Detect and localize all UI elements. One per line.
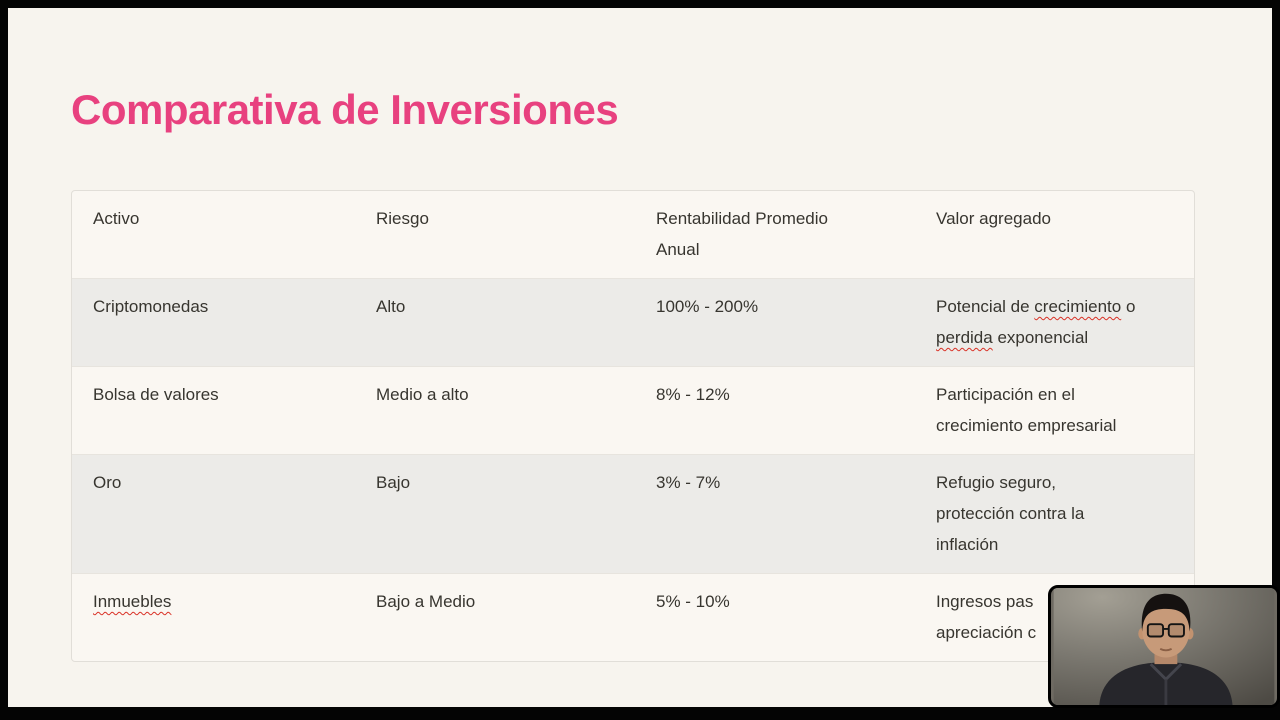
- cell-text: o: [1121, 297, 1136, 316]
- cell-text: Refugio seguro,: [936, 473, 1057, 492]
- table-cell: 100% - 200%: [635, 279, 915, 366]
- cell-text: Riesgo: [376, 209, 429, 228]
- cell-line: Criptomonedas: [93, 291, 339, 322]
- table-cell: Participación en el crecimiento empresari…: [915, 367, 1194, 454]
- table-cell: Alto: [355, 279, 635, 366]
- misspelled-word: crecimiento: [1034, 297, 1122, 316]
- cell-text: exponencial: [992, 328, 1089, 347]
- cell-text: protección contra la: [936, 504, 1085, 523]
- presentation-slide: Comparativa de Inversiones Activo Riesgo R…: [8, 8, 1272, 707]
- table-cell: Inmuebles: [72, 574, 355, 661]
- table-row: Criptomonedas Alto 100% - 200% Potencial de…: [72, 279, 1194, 367]
- cell-text: Participación en el: [936, 385, 1075, 404]
- cell-text: Medio a alto: [376, 385, 469, 404]
- cell-line: perdida exponencial: [936, 322, 1178, 353]
- table-cell: Bolsa de valores: [72, 367, 355, 454]
- cell-text: Bajo a Medio: [376, 592, 476, 611]
- header-cell: Riesgo: [355, 191, 635, 278]
- cell-text: Oro: [93, 473, 122, 492]
- cell-line: 5% - 10%: [656, 586, 899, 617]
- cell-text: Ingresos pas: [936, 592, 1034, 611]
- misspelled-word: perdida: [936, 328, 993, 347]
- cell-text: Rentabilidad Promedio: [656, 209, 828, 228]
- table-cell: 8% - 12%: [635, 367, 915, 454]
- table-cell: Potencial de crecimiento o perdida expone…: [915, 279, 1194, 366]
- cell-line: Alto: [376, 291, 619, 322]
- header-cell: Activo: [72, 191, 355, 278]
- table-cell: Oro: [72, 455, 355, 573]
- table-row: Oro Bajo 3% - 7% Refugio seguro, protección …: [72, 455, 1194, 574]
- cell-text: Criptomonedas: [93, 297, 209, 316]
- cell-text: crecimiento empresarial: [936, 416, 1117, 435]
- cell-text: 3% - 7%: [656, 473, 721, 492]
- cell-line: Valor agregado: [936, 203, 1178, 234]
- cell-line: Activo: [93, 203, 339, 234]
- cell-text: Potencial de: [936, 297, 1035, 316]
- table-cell: Bajo: [355, 455, 635, 573]
- table-cell: 3% - 7%: [635, 455, 915, 573]
- table-row: Bolsa de valores Medio a alto 8% - 12% Part…: [72, 367, 1194, 455]
- cell-line: Medio a alto: [376, 379, 619, 410]
- cell-text: Valor agregado: [936, 209, 1051, 228]
- cell-line: crecimiento empresarial: [936, 410, 1178, 441]
- slide-title: Comparativa de Inversiones: [71, 86, 619, 133]
- table-cell: Bajo a Medio: [355, 574, 635, 661]
- cell-line: Anual: [656, 234, 899, 265]
- header-cell: Rentabilidad Promedio Anual: [635, 191, 915, 278]
- table-row: Inmuebles Bajo a Medio 5% - 10% Ingresos pa…: [72, 574, 1194, 661]
- cell-line: apreciación c: [936, 617, 1178, 648]
- presenter-head: [1142, 602, 1190, 658]
- cell-line: Inmuebles: [93, 586, 339, 617]
- cell-text: 5% - 10%: [656, 592, 730, 611]
- cell-line: 8% - 12%: [656, 379, 899, 410]
- cell-line: Riesgo: [376, 203, 619, 234]
- webcam-overlay: [1048, 585, 1280, 708]
- table-cell: Refugio seguro, protección contra la infla…: [915, 455, 1194, 573]
- cell-line: protección contra la: [936, 498, 1178, 529]
- header-cell: Valor agregado: [915, 191, 1194, 278]
- cell-line: Bolsa de valores: [93, 379, 339, 410]
- glasses-right-lens: [1167, 623, 1185, 638]
- cell-line: Rentabilidad Promedio: [656, 203, 899, 234]
- cell-text: Alto: [376, 297, 406, 316]
- cell-line: Oro: [93, 467, 339, 498]
- cell-text: 8% - 12%: [656, 385, 730, 404]
- cell-line: Refugio seguro,: [936, 467, 1178, 498]
- cell-line: inflación: [936, 529, 1178, 560]
- comparison-table: Activo Riesgo Rentabilidad Promedio Anual Va…: [71, 190, 1195, 662]
- cell-line: 3% - 7%: [656, 467, 899, 498]
- table-cell: Ingresos pas apreciación c: [915, 574, 1194, 661]
- table-header-row: Activo Riesgo Rentabilidad Promedio Anual Va…: [72, 191, 1194, 279]
- table-cell: Criptomonedas: [72, 279, 355, 366]
- cell-text: Anual: [656, 240, 700, 259]
- cell-text: Activo: [93, 209, 140, 228]
- cell-line: Ingresos pas: [936, 586, 1178, 617]
- cell-text: inflación: [936, 535, 999, 554]
- cell-line: Potencial de crecimiento o: [936, 291, 1178, 322]
- glasses-left-lens: [1146, 623, 1164, 638]
- cell-line: 100% - 200%: [656, 291, 899, 322]
- cell-line: Bajo a Medio: [376, 586, 619, 617]
- table-cell: 5% - 10%: [635, 574, 915, 661]
- presenter-illustration: [1053, 588, 1275, 705]
- cell-text: 100% - 200%: [656, 297, 759, 316]
- cell-line: Participación en el: [936, 379, 1178, 410]
- presenter-hair: [1141, 593, 1191, 632]
- table-cell: Medio a alto: [355, 367, 635, 454]
- presenter-mouth: [1159, 648, 1173, 652]
- misspelled-word: Inmuebles: [93, 592, 172, 611]
- cell-text: apreciación c: [936, 623, 1037, 642]
- cell-text: Bolsa de valores: [93, 385, 219, 404]
- cell-line: Bajo: [376, 467, 619, 498]
- cell-text: Bajo: [376, 473, 411, 492]
